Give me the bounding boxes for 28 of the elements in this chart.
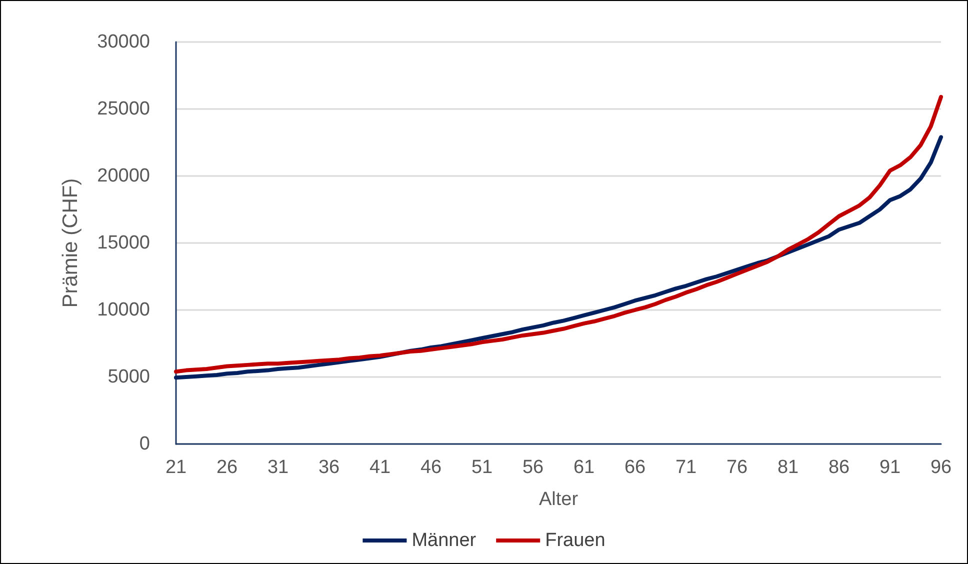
- x-tick-label: 61: [573, 457, 595, 478]
- y-tick-label: 20000: [97, 166, 150, 186]
- x-tick-label: 26: [216, 457, 238, 478]
- y-axis-title: Prämie (CHF): [59, 178, 82, 308]
- y-tick-label: 0: [139, 434, 150, 454]
- x-tick-label: 96: [930, 457, 952, 478]
- y-tick-label: 15000: [97, 232, 150, 254]
- x-tick-label: 21: [165, 457, 187, 478]
- x-tick-label: 66: [624, 457, 646, 478]
- x-tick-label: 76: [726, 457, 748, 478]
- x-axis-title: Alter: [538, 489, 579, 510]
- x-tick-label: 31: [267, 457, 289, 478]
- x-tick-label: 86: [828, 457, 850, 478]
- x-tick-label: 36: [318, 457, 340, 478]
- x-tick-label: 51: [471, 457, 493, 478]
- y-tick-label: 25000: [97, 98, 150, 120]
- legend-label: Frauen: [545, 530, 606, 551]
- x-tick-label: 46: [420, 457, 442, 478]
- y-tick-label: 10000: [97, 300, 150, 320]
- y-tick-label: 30000: [97, 32, 150, 52]
- legend-label: Männer: [412, 530, 477, 551]
- x-tick-label: 71: [675, 457, 697, 478]
- x-tick-label: 91: [879, 457, 901, 478]
- line-series: [174, 94, 943, 374]
- x-tick-label: 81: [777, 457, 799, 478]
- y-tick-label: 5000: [108, 366, 150, 388]
- x-tick-label: 56: [522, 457, 544, 478]
- x-tick-label: 41: [369, 457, 391, 478]
